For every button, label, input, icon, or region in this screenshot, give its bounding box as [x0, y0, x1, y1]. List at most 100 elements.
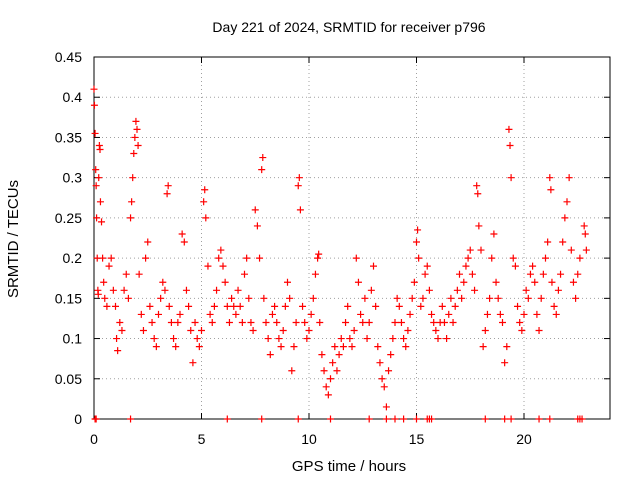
data-point	[320, 367, 328, 375]
data-point	[191, 318, 199, 326]
data-point	[120, 286, 128, 294]
data-point	[400, 415, 408, 423]
data-point	[277, 343, 285, 351]
data-point	[554, 286, 562, 294]
data-point	[96, 198, 104, 206]
y-tick-label: 0.25	[55, 210, 82, 226]
data-point	[99, 254, 107, 262]
data-point	[170, 335, 178, 343]
data-point	[453, 286, 461, 294]
data-point	[251, 206, 259, 214]
data-point	[335, 351, 343, 359]
data-point	[189, 359, 197, 367]
data-point	[582, 246, 590, 254]
data-point	[449, 318, 457, 326]
data-point	[406, 310, 414, 318]
data-point	[146, 302, 154, 310]
data-point	[307, 310, 315, 318]
data-point	[95, 141, 103, 149]
data-point	[94, 290, 102, 298]
data-point	[339, 343, 347, 351]
data-point	[127, 214, 135, 222]
data-point	[395, 302, 403, 310]
data-point	[464, 254, 472, 262]
x-axis-title: GPS time / hours	[292, 458, 406, 475]
data-point	[201, 186, 209, 194]
data-point	[200, 198, 208, 206]
data-point	[234, 286, 242, 294]
data-point	[365, 415, 373, 423]
data-point	[529, 262, 537, 270]
data-point	[148, 318, 156, 326]
data-point	[576, 254, 584, 262]
data-point	[150, 335, 158, 343]
data-point	[506, 141, 514, 149]
data-point	[198, 327, 205, 335]
data-point	[542, 254, 549, 262]
data-point	[374, 343, 382, 351]
data-point	[124, 294, 132, 302]
y-tick-label: 0.2	[63, 250, 83, 266]
data-point	[286, 294, 294, 302]
data-point	[477, 246, 485, 254]
data-point	[445, 310, 453, 318]
data-point	[142, 254, 150, 262]
data-point	[294, 182, 302, 190]
y-tick-label: 0	[74, 411, 82, 427]
data-point	[408, 294, 416, 302]
data-point	[316, 318, 324, 326]
data-point	[134, 141, 142, 149]
data-point	[204, 262, 212, 270]
data-point	[112, 302, 119, 310]
data-point	[152, 343, 160, 351]
data-point	[468, 270, 476, 278]
data-point	[91, 129, 99, 137]
data-point	[172, 343, 180, 351]
data-point	[391, 415, 399, 423]
data-point	[389, 335, 397, 343]
data-point	[348, 343, 356, 351]
data-point	[559, 238, 567, 246]
data-point	[327, 375, 334, 383]
data-point	[208, 318, 216, 326]
data-point	[581, 230, 589, 238]
data-point	[380, 383, 388, 391]
data-point	[230, 302, 238, 310]
data-point	[322, 383, 330, 391]
data-point	[363, 335, 371, 343]
data-point	[159, 278, 167, 286]
data-point	[376, 359, 384, 367]
data-point	[210, 302, 218, 310]
data-point	[98, 218, 106, 226]
data-point	[92, 166, 100, 174]
data-point	[245, 294, 253, 302]
data-point	[279, 327, 287, 335]
data-point	[116, 318, 124, 326]
data-point	[421, 270, 429, 278]
data-point	[557, 270, 565, 278]
y-tick-label: 0.05	[55, 371, 82, 387]
data-point	[546, 415, 554, 423]
data-point	[440, 318, 448, 326]
data-point	[305, 327, 313, 335]
data-point	[425, 286, 433, 294]
data-point	[311, 270, 319, 278]
data-point	[180, 238, 188, 246]
data-point	[505, 125, 513, 133]
data-point	[109, 286, 117, 294]
data-point	[501, 359, 509, 367]
data-point	[299, 302, 307, 310]
data-point	[354, 278, 362, 286]
data-point	[249, 327, 257, 335]
y-tick-label: 0.35	[55, 129, 82, 145]
data-point	[462, 262, 470, 270]
data-point	[161, 286, 169, 294]
data-point	[331, 343, 339, 351]
data-point	[167, 318, 175, 326]
data-point	[572, 294, 580, 302]
data-point	[481, 415, 489, 423]
x-tick-label: 5	[198, 431, 206, 447]
data-point	[410, 278, 418, 286]
data-point	[264, 335, 272, 343]
